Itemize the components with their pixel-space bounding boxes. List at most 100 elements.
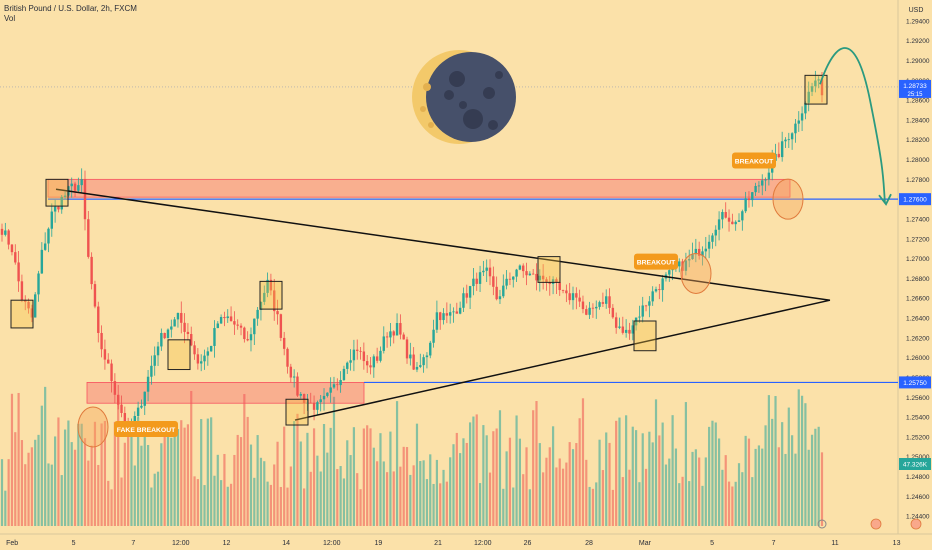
- volume-bar: [346, 440, 349, 526]
- candle-body: [7, 230, 10, 245]
- candle-body: [409, 354, 412, 359]
- volume-bar: [269, 484, 273, 526]
- candle-body: [787, 139, 791, 141]
- triangle-upper-line: [55, 188, 831, 301]
- volume-bar: [741, 472, 744, 526]
- volume-bar: [210, 417, 213, 526]
- candle-body: [538, 275, 542, 281]
- candle-body: [27, 301, 30, 309]
- volume-bar: [276, 441, 279, 526]
- volume-bar: [468, 422, 472, 526]
- candle-body: [761, 180, 764, 186]
- volume-bar: [70, 442, 73, 526]
- swing-point-box: [45, 178, 69, 207]
- candle-body: [73, 183, 77, 191]
- volume-bar: [40, 405, 43, 526]
- volume-bar: [309, 471, 312, 526]
- candle-body: [588, 307, 591, 315]
- breakout-circle: [680, 252, 712, 294]
- candle-body: [548, 281, 551, 284]
- candle-body: [545, 279, 548, 282]
- candle-body: [263, 292, 266, 302]
- candle-body: [764, 179, 767, 181]
- volume-bar: [256, 435, 259, 526]
- candle-body: [439, 312, 442, 321]
- volume-bar: [312, 428, 316, 526]
- volume-bar: [465, 442, 468, 526]
- volume-bar: [120, 477, 123, 526]
- volume-bar: [545, 457, 548, 526]
- time-tick-label: 12: [223, 540, 231, 547]
- candle-body: [153, 355, 156, 366]
- lightning-icon: [817, 519, 827, 529]
- volume-bar: [664, 464, 668, 526]
- candle-body: [754, 185, 757, 193]
- volume-bar: [698, 457, 701, 526]
- price-label: 1.27600: [903, 197, 927, 204]
- candle-body: [551, 279, 555, 284]
- volume-bar: [422, 460, 425, 526]
- candle-body: [100, 332, 103, 350]
- candle-body: [631, 325, 634, 334]
- candle-body: [800, 113, 804, 121]
- moon-crater: [488, 120, 498, 130]
- volume-bar: [369, 428, 372, 526]
- volume-bar: [30, 447, 33, 526]
- candle-body: [641, 305, 644, 317]
- volume-bar: [259, 457, 263, 526]
- volume-bar: [711, 420, 714, 526]
- volume-bar: [392, 471, 395, 526]
- candle-body: [173, 319, 176, 327]
- candle-body: [734, 221, 737, 225]
- candle-body: [60, 196, 63, 210]
- candle-body: [97, 306, 100, 333]
- moon-crater: [444, 90, 454, 100]
- volume-bar: [445, 481, 448, 526]
- volume-bar: [140, 445, 143, 526]
- volume-bar: [681, 476, 684, 526]
- volume-bar: [303, 488, 306, 526]
- candle-body: [365, 361, 369, 366]
- volume-bar: [767, 395, 770, 526]
- candle-body: [661, 278, 664, 291]
- volume-bar: [153, 473, 156, 526]
- candle-body: [93, 284, 97, 307]
- volume-bar: [366, 425, 369, 526]
- volume-bar: [804, 403, 807, 526]
- candle-body: [611, 307, 615, 318]
- volume-bar: [432, 483, 435, 526]
- candle-body: [790, 133, 794, 140]
- volume-bar: [568, 442, 571, 526]
- volume-bar: [0, 459, 4, 526]
- candle-body: [804, 102, 807, 114]
- volume-bar: [538, 443, 541, 526]
- price-tick-label: 1.27000: [906, 256, 930, 263]
- candle-body: [163, 332, 166, 339]
- candle-body: [256, 309, 259, 319]
- candle-body: [595, 306, 598, 309]
- volume-bar: [279, 486, 282, 526]
- swing-point-box: [285, 398, 309, 426]
- volume-bar: [810, 434, 814, 526]
- volume-bar: [442, 469, 445, 526]
- candle-body: [213, 328, 216, 346]
- volume-bar: [253, 477, 256, 526]
- candle-body: [814, 80, 817, 87]
- candle-body: [14, 252, 17, 263]
- candle-body: [462, 293, 465, 308]
- volume-bar: [83, 438, 87, 526]
- volume-label-box: [899, 458, 931, 470]
- candle-body: [306, 402, 309, 404]
- volume-bar: [615, 420, 618, 526]
- volume-bar: [186, 424, 190, 526]
- candle-body: [40, 249, 44, 274]
- volume-bar: [668, 458, 671, 526]
- volume-bar: [412, 465, 415, 526]
- candle-body: [236, 324, 239, 326]
- candle-body: [299, 394, 302, 396]
- candle-body: [485, 267, 488, 271]
- volume-bar: [688, 481, 691, 526]
- volume-bar: [595, 482, 598, 526]
- time-tick-label: 5: [710, 540, 714, 547]
